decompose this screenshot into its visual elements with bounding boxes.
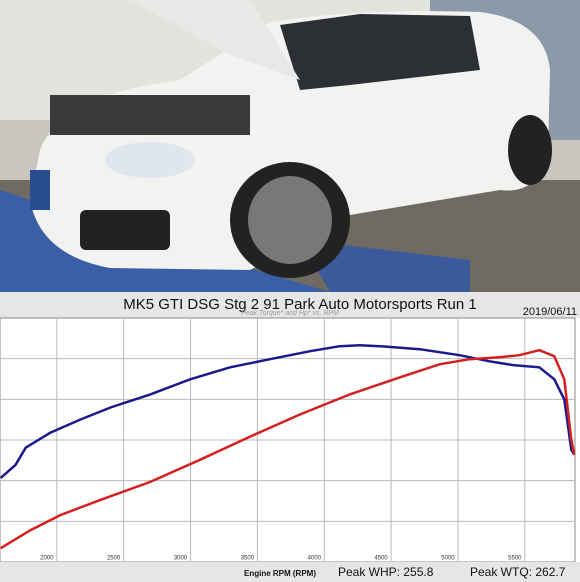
x-tick-label: 5500: [508, 556, 522, 562]
x-tick-label: 4000: [308, 556, 322, 562]
car-photo: [0, 0, 580, 292]
peak-whp: Peak WHP: 255.8: [338, 565, 434, 579]
run-date: 2019/06/11: [523, 306, 577, 318]
series-line: [0, 343, 576, 479]
peak-wtq: Peak WTQ: 262.7: [470, 565, 566, 579]
x-axis-label: Engine RPM (RPM): [244, 569, 316, 578]
x-tick-label: 3500: [241, 556, 255, 562]
x-tick-label: 2000: [40, 556, 54, 562]
chart-subtitle: Peak Torque* and Hp* vs. RPM: [241, 310, 339, 317]
footer-band: [0, 562, 580, 582]
x-tick-label: 3000: [174, 556, 188, 562]
x-tick-label: 2500: [107, 556, 121, 562]
x-tick-label: 4500: [374, 556, 388, 562]
series-line: [0, 348, 576, 550]
chart-header: [0, 292, 580, 318]
chart-title: MK5 GTI DSG Stg 2 91 Park Auto Motorspor…: [123, 296, 476, 313]
x-tick-label: 5000: [441, 556, 455, 562]
